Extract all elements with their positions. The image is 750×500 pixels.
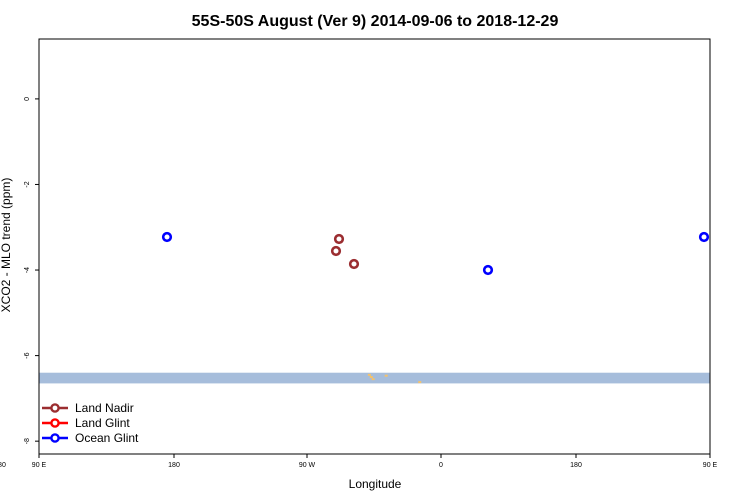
legend-marker [50,433,60,443]
data-point [698,231,710,243]
x-tick-label: 90 E [703,462,718,469]
data-point [333,233,345,245]
y-axis-label: XCO2 - MLO trend (ppm) [0,178,13,313]
legend-marker [50,403,60,413]
data-point [161,231,173,243]
data-point [330,245,342,257]
y-tick-label: -6 [24,352,31,358]
x-tick-label: 90 E [32,462,47,469]
land-band-feature [384,374,388,377]
land-band-strip [39,372,710,384]
x-tick-label: 0 [439,462,443,469]
data-points [161,231,710,276]
y-tick-label: -2 [24,181,31,187]
legend-label: Land Nadir [75,401,134,415]
land-band-feature [367,373,371,376]
ticks: 90 E 180 90 W 0 180 90 E 180 0 -2 -4 -6 -8 [0,97,718,469]
data-point [482,264,494,276]
x-tick-label: 180 [0,462,6,469]
x-tick-label: 180 [168,462,180,469]
y-tick-label: -4 [24,267,31,273]
x-tick-label: 90 W [299,462,316,469]
x-tick-label: 180 [570,462,582,469]
plot-frame [38,38,711,455]
chart-title: 55S-50S August (Ver 9) 2014-09-06 to 201… [192,13,559,30]
data-point [348,258,360,270]
y-tick-label: 0 [24,97,31,101]
y-tick-label: -8 [24,438,31,444]
legend-marker [50,418,60,428]
land-band-feature [418,381,422,384]
land-band-feature [371,378,375,381]
land-band [39,372,710,384]
x-axis-label: Longitude [349,477,402,491]
legend-label: Land Glint [75,416,130,430]
legend-label: Ocean Glint [75,431,139,445]
land-band-feature [369,375,373,378]
